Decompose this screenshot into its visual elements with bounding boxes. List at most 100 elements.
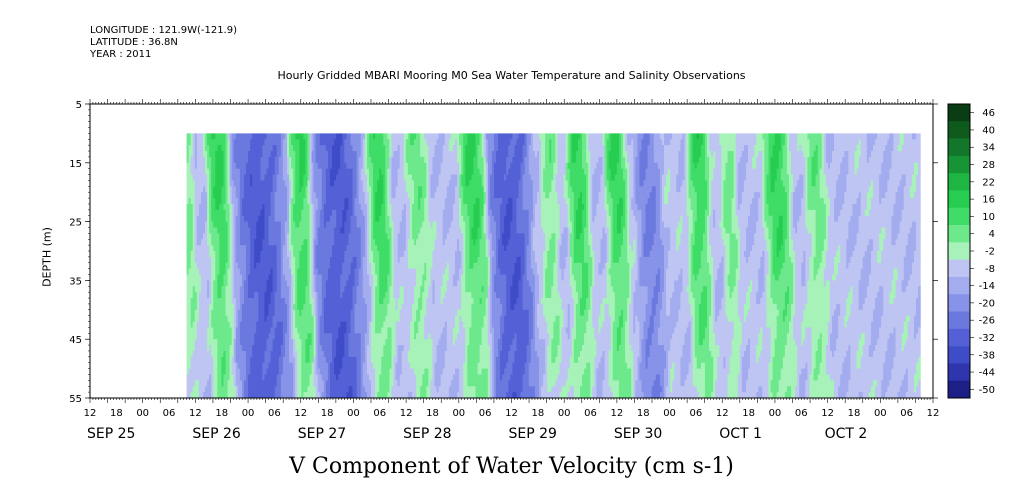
heatmap-cell: [266, 251, 270, 258]
heatmap-cell: [213, 162, 216, 170]
heatmap-cell: [250, 239, 253, 246]
heatmap-cell: [254, 356, 257, 364]
heatmap-cell: [334, 303, 337, 311]
heatmap-cell: [241, 192, 245, 199]
heatmap-cell: [221, 133, 225, 140]
heatmap-cell: [297, 227, 300, 234]
heatmap-cell: [325, 139, 329, 146]
heatmap-cell: [307, 374, 311, 381]
heatmap-cell: [192, 192, 196, 199]
heatmap-cell: [260, 292, 264, 299]
heatmap-cell: [221, 262, 225, 270]
heatmap-cell: [315, 262, 319, 270]
heatmap-cell: [194, 239, 198, 246]
heatmap-cell: [323, 392, 327, 399]
heatmap-cell: [211, 251, 214, 258]
heatmap-cell: [327, 327, 331, 334]
heatmap-cell: [282, 350, 286, 358]
heatmap-cell: [229, 298, 233, 305]
heatmap-cell: [334, 262, 337, 270]
heatmap-cell: [315, 315, 319, 322]
heatmap-cell: [215, 292, 218, 299]
heatmap-cell: [256, 345, 259, 352]
heatmap-cell: [237, 221, 241, 228]
heatmap-cell: [239, 339, 243, 346]
heatmap-cell: [190, 286, 194, 293]
heatmap-cell: [282, 280, 286, 287]
heatmap-cell: [291, 286, 294, 293]
heatmap-cell: [241, 298, 245, 305]
heatmap-cell: [207, 368, 210, 375]
heatmap-cell: [248, 251, 251, 258]
heatmap-cell: [327, 286, 331, 293]
heatmap-cell: [274, 192, 278, 199]
heatmap-cell: [200, 133, 204, 140]
heatmap-cell: [286, 139, 290, 146]
heatmap-cell: [297, 356, 300, 364]
heatmap-cell: [219, 274, 223, 281]
heatmap-cell: [307, 303, 311, 311]
heatmap-cell: [260, 192, 264, 199]
heatmap-cell: [243, 221, 247, 228]
heatmap-cell: [260, 298, 264, 305]
heatmap-cell: [330, 386, 333, 393]
heatmap-cell: [317, 145, 321, 152]
heatmap-cell: [301, 315, 304, 322]
heatmap-cell: [334, 215, 337, 222]
heatmap-cell: [270, 198, 274, 205]
heatmap-cell: [248, 168, 251, 175]
heatmap-cell: [219, 186, 223, 193]
heatmap-cell: [246, 339, 249, 346]
heatmap-cell: [270, 156, 274, 164]
heatmap-cell: [190, 239, 194, 246]
heatmap-cell: [315, 345, 319, 352]
heatmap-cell: [215, 133, 218, 140]
heatmap-cell: [260, 286, 264, 293]
heatmap-cell: [303, 239, 307, 246]
heatmap-cell: [305, 356, 309, 364]
heatmap-cell: [332, 139, 335, 146]
heatmap-cell: [229, 321, 233, 328]
heatmap-cell: [207, 251, 210, 258]
heatmap-cell: [211, 298, 214, 305]
heatmap-cell: [241, 380, 245, 387]
heatmap-cell: [186, 256, 190, 264]
heatmap-cell: [192, 315, 196, 322]
heatmap-cell: [207, 192, 210, 199]
heatmap-cell: [254, 321, 257, 328]
heatmap-cell: [284, 333, 288, 340]
heatmap-cell: [192, 145, 196, 152]
heatmap-cell: [258, 315, 261, 322]
heatmap-cell: [239, 362, 243, 369]
heatmap-cell: [323, 156, 327, 164]
heatmap-cell: [223, 233, 227, 240]
heatmap-cell: [327, 192, 331, 199]
heatmap-cell: [264, 215, 268, 222]
heatmap-cell: [332, 245, 335, 252]
heatmap-cell: [227, 156, 231, 164]
heatmap-cell: [309, 280, 313, 287]
heatmap-cell: [194, 368, 198, 375]
heatmap-cell: [211, 309, 214, 317]
heatmap-cell: [280, 162, 284, 170]
heatmap-cell: [219, 362, 223, 369]
heatmap-cell: [256, 198, 259, 205]
heatmap-cell: [190, 256, 194, 264]
heatmap-cell: [202, 133, 206, 140]
heatmap-cell: [258, 333, 261, 340]
heatmap-cell: [278, 168, 282, 175]
heatmap-cell: [246, 392, 249, 399]
heatmap-cell: [270, 321, 274, 328]
heatmap-cell: [327, 174, 331, 181]
heatmap-cell: [225, 303, 229, 311]
heatmap-cell: [317, 392, 321, 399]
heatmap-cell: [246, 386, 249, 393]
heatmap-cell: [243, 192, 247, 199]
heatmap-cell: [321, 174, 325, 181]
heatmap-cell: [319, 392, 323, 399]
heatmap-cell: [229, 168, 233, 175]
heatmap-cell: [286, 156, 290, 164]
heatmap-cell: [233, 309, 237, 317]
heatmap-cell: [311, 327, 315, 334]
heatmap-cell: [284, 256, 288, 264]
